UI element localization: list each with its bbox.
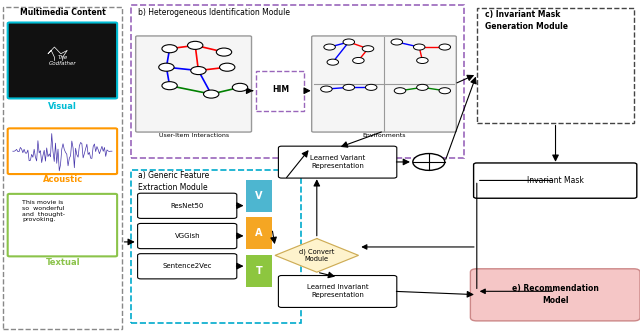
FancyBboxPatch shape: [246, 217, 272, 249]
FancyBboxPatch shape: [246, 255, 272, 287]
Circle shape: [394, 88, 406, 94]
Circle shape: [439, 88, 451, 94]
Circle shape: [159, 63, 174, 71]
FancyBboxPatch shape: [278, 146, 397, 178]
Circle shape: [413, 44, 425, 50]
Circle shape: [232, 83, 248, 91]
Circle shape: [188, 41, 203, 49]
Text: HIM: HIM: [272, 85, 289, 94]
Text: V: V: [255, 191, 263, 201]
Text: This movie is
so  wonderful
and  thought-
provoking.: This movie is so wonderful and thought- …: [22, 200, 65, 222]
FancyBboxPatch shape: [138, 193, 237, 218]
FancyBboxPatch shape: [278, 276, 397, 307]
Text: Invariant Mask: Invariant Mask: [527, 176, 584, 185]
Text: Environments: Environments: [362, 133, 406, 138]
Polygon shape: [275, 239, 358, 272]
Text: e) Recommendation
Model: e) Recommendation Model: [512, 284, 599, 305]
Circle shape: [362, 46, 374, 52]
Text: Sentence2Vec: Sentence2Vec: [163, 263, 212, 269]
Text: The
Godfather: The Godfather: [49, 55, 77, 66]
Circle shape: [204, 90, 219, 98]
Text: b) Heterogeneous Identification Module: b) Heterogeneous Identification Module: [138, 8, 290, 17]
Text: T: T: [256, 266, 262, 276]
Circle shape: [417, 57, 428, 64]
Circle shape: [191, 67, 206, 75]
FancyBboxPatch shape: [138, 254, 237, 279]
Circle shape: [343, 39, 355, 45]
FancyBboxPatch shape: [138, 223, 237, 249]
Circle shape: [439, 44, 451, 50]
Text: Acoustic: Acoustic: [43, 175, 83, 184]
FancyBboxPatch shape: [8, 128, 117, 174]
Circle shape: [216, 48, 232, 56]
Circle shape: [162, 82, 177, 90]
Text: c) Invariant Mask
Generation Module: c) Invariant Mask Generation Module: [485, 10, 568, 31]
FancyBboxPatch shape: [246, 180, 272, 212]
Circle shape: [324, 44, 335, 50]
Circle shape: [365, 84, 377, 90]
FancyBboxPatch shape: [312, 36, 456, 132]
Circle shape: [321, 86, 332, 92]
Circle shape: [391, 39, 403, 45]
Circle shape: [417, 84, 428, 90]
Text: Visual: Visual: [48, 102, 77, 112]
Circle shape: [343, 84, 355, 90]
Text: Learned Invariant
Representation: Learned Invariant Representation: [307, 284, 369, 298]
Circle shape: [220, 63, 235, 71]
Circle shape: [413, 154, 445, 170]
FancyBboxPatch shape: [136, 36, 252, 132]
Text: Textual: Textual: [45, 258, 80, 267]
FancyBboxPatch shape: [8, 194, 117, 256]
Circle shape: [353, 57, 364, 64]
Circle shape: [162, 45, 177, 53]
FancyBboxPatch shape: [8, 23, 117, 98]
Circle shape: [327, 59, 339, 65]
Text: VGGish: VGGish: [175, 233, 200, 239]
Text: Learned Variant
Representation: Learned Variant Representation: [310, 155, 365, 169]
Text: ResNet50: ResNet50: [171, 203, 204, 209]
Text: Multimedia Content: Multimedia Content: [20, 8, 106, 17]
Text: a) Generic Feature
Extraction Module: a) Generic Feature Extraction Module: [138, 171, 209, 192]
FancyBboxPatch shape: [470, 269, 640, 321]
Text: d) Convert
Module: d) Convert Module: [299, 248, 335, 262]
Text: A: A: [255, 227, 263, 238]
FancyBboxPatch shape: [474, 163, 637, 198]
Text: User-Item Interactions: User-Item Interactions: [159, 133, 229, 138]
